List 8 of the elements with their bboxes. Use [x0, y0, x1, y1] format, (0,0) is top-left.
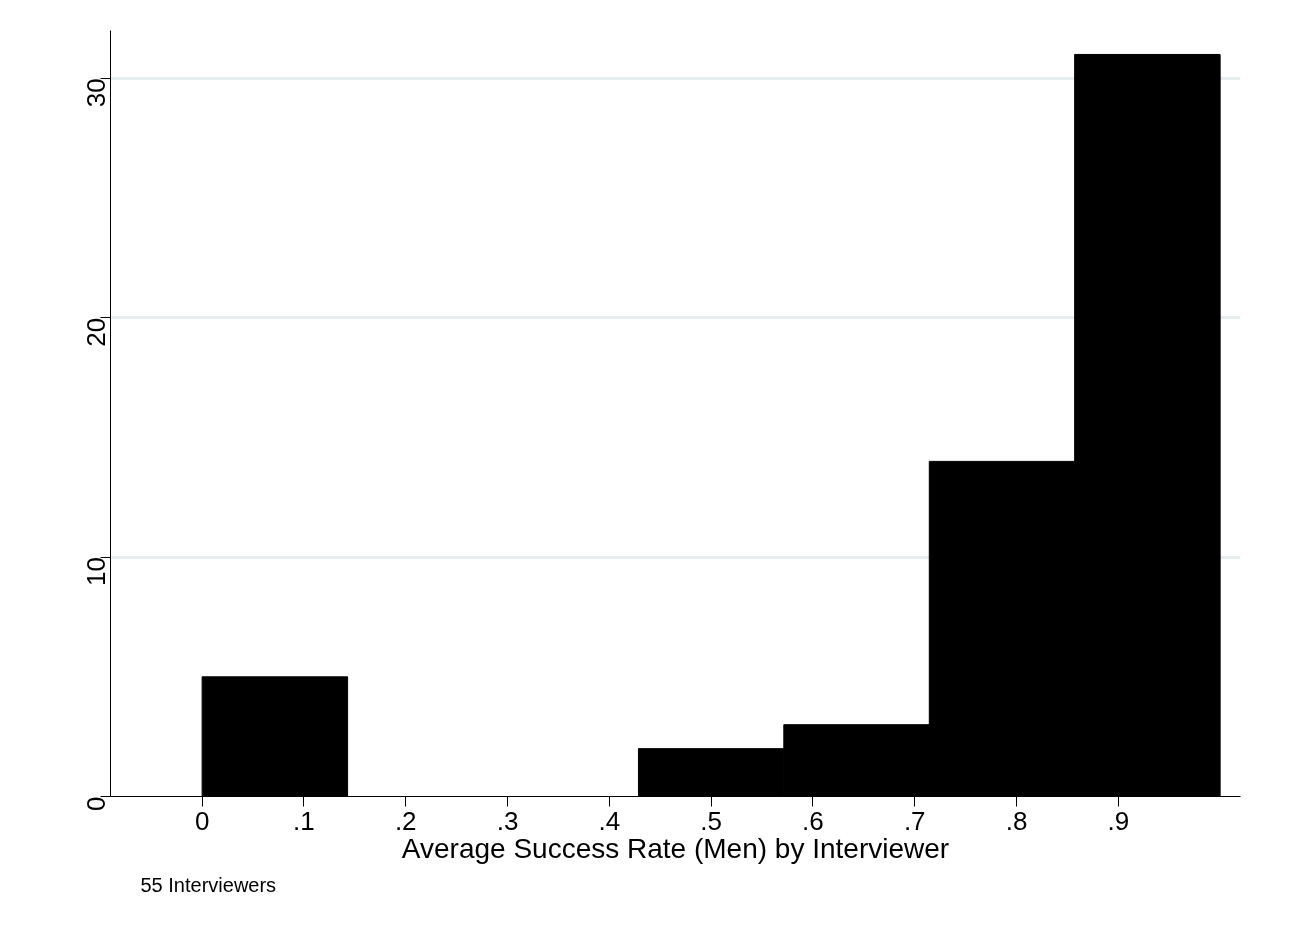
y-tick-label: 20: [80, 317, 111, 347]
x-tick-label: .8: [1005, 805, 1028, 836]
x-tick-label: .9: [1107, 805, 1130, 836]
y-tick-label: 30: [80, 78, 111, 108]
text: 55 Interviewers: [140, 873, 277, 896]
x-tick-label: 0: [194, 805, 210, 836]
y-tick-label: 10: [80, 557, 111, 587]
x-tick-label: .1: [293, 805, 315, 836]
